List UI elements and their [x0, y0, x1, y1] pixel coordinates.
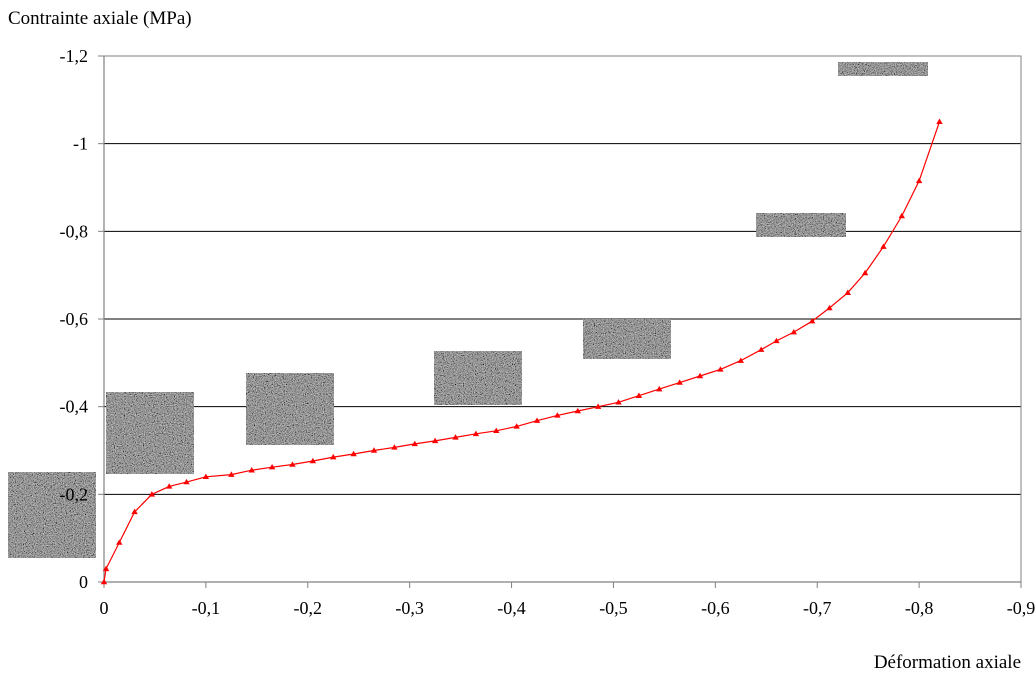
data-point	[656, 385, 663, 392]
data-point	[166, 483, 173, 489]
data-point	[493, 427, 500, 434]
data-point	[574, 407, 581, 414]
data-point	[289, 461, 296, 467]
data-point	[826, 304, 833, 311]
data-point	[717, 366, 724, 372]
data-point	[268, 463, 276, 470]
data-point	[309, 457, 317, 464]
x-axis-title: Déformation axiale	[874, 652, 1021, 673]
data-point	[635, 392, 643, 398]
tick-labels: 0 -0,1 -0,2 -0,3 -0,4 -0,5 -0,6 -0,7 -0,8 -0,9 0 -0…	[60, 46, 1036, 618]
x-tick-label: -0,2	[294, 598, 323, 618]
x-tick-label: -0,1	[192, 598, 221, 618]
data-point	[411, 440, 418, 447]
data-point	[183, 478, 190, 485]
x-tick-label: -0,6	[701, 598, 730, 618]
sample-images	[8, 62, 928, 558]
data-point	[116, 539, 123, 545]
data-point	[452, 434, 459, 440]
data-point	[757, 346, 765, 352]
foam-sample-3	[434, 351, 522, 405]
data-point	[148, 491, 156, 497]
y-tick-label: -1	[73, 134, 88, 154]
data-point	[737, 357, 745, 363]
data-point	[513, 423, 520, 429]
data-point	[370, 447, 378, 453]
data-point	[844, 289, 851, 295]
data-point	[880, 243, 887, 249]
data-point	[100, 578, 108, 585]
data-point	[676, 379, 683, 385]
x-tick-label: -0,9	[1007, 598, 1036, 618]
data-point	[773, 337, 780, 344]
data-point	[102, 565, 110, 572]
data-point	[533, 417, 541, 423]
data-point	[554, 412, 561, 418]
foam-sample-0	[8, 472, 96, 558]
x-tick-label: -0,5	[599, 598, 628, 618]
y-tick-label: -0,8	[60, 221, 89, 241]
data-point	[131, 508, 138, 515]
x-tick-label: -0,3	[395, 598, 424, 618]
data-point	[330, 453, 337, 460]
x-tick-label: 0	[100, 598, 109, 618]
y-tick-label: 0	[79, 572, 88, 592]
axes	[98, 55, 1022, 588]
foam-sample-6	[838, 62, 928, 76]
data-point	[431, 437, 439, 444]
data-point	[472, 430, 480, 437]
data-point	[248, 467, 255, 473]
data-point	[808, 317, 816, 324]
data-point	[936, 118, 943, 124]
data-point	[790, 328, 797, 335]
data-point	[391, 444, 398, 450]
data-point	[202, 473, 210, 480]
data-point	[861, 269, 869, 276]
foam-sample-5	[756, 213, 846, 237]
x-tick-label: -0,8	[905, 598, 934, 618]
data-point	[350, 450, 357, 457]
data-point	[594, 403, 602, 409]
x-tick-label: -0,7	[803, 598, 832, 618]
grid-lines	[104, 143, 1021, 495]
data-point	[615, 399, 622, 405]
y-tick-label: -0,2	[60, 484, 89, 504]
foam-sample-4	[583, 319, 671, 359]
data-point	[915, 177, 923, 184]
y-axis-title: Contrainte axiale (MPa)	[8, 8, 192, 29]
y-tick-label: -0,4	[60, 397, 89, 417]
data-point	[898, 212, 905, 219]
series-layer	[100, 118, 943, 585]
y-tick-label: -0,6	[60, 309, 89, 329]
x-tick-label: -0,4	[497, 598, 526, 618]
data-point	[696, 372, 704, 379]
foam-sample-2	[246, 373, 334, 445]
foam-sample-1	[106, 392, 194, 474]
y-tick-label: -1,2	[60, 46, 89, 66]
data-point	[228, 471, 235, 477]
